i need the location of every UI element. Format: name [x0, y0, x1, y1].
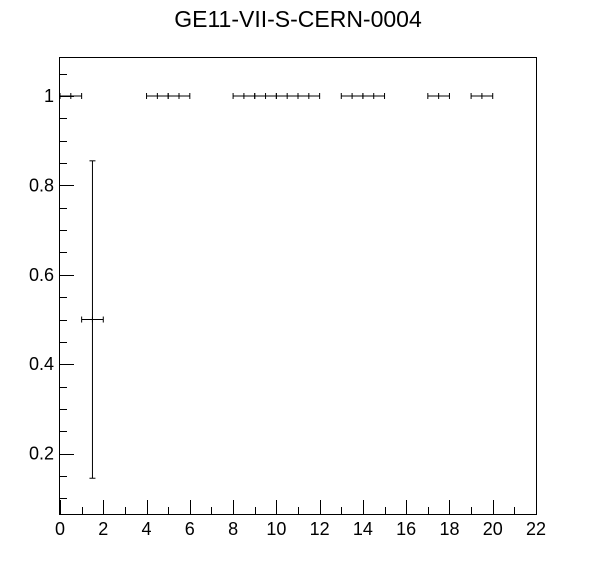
x-tick-label: 18 — [439, 519, 459, 539]
x-tick-label: 4 — [142, 519, 152, 539]
chart-title: GE11-VII-S-CERN-0004 — [174, 6, 422, 32]
data-point — [167, 93, 191, 99]
x-tick-label: 12 — [310, 519, 330, 539]
y-tick-label: 0.6 — [29, 265, 54, 285]
data-point — [470, 93, 494, 99]
data-point — [232, 93, 256, 99]
x-tick-label: 16 — [396, 519, 416, 539]
data-series — [59, 93, 494, 479]
x-tick-label: 20 — [483, 519, 503, 539]
y-tick-label: 1 — [44, 86, 54, 106]
data-point — [340, 93, 364, 99]
data-point — [362, 93, 386, 99]
x-axis: 0 2 4 6 8 10 12 14 16 18 20 22 — [55, 500, 546, 539]
plot-frame — [59, 57, 537, 515]
data-point — [59, 93, 83, 99]
x-tick-label: 6 — [185, 519, 195, 539]
data-point — [427, 93, 450, 99]
data-point — [275, 93, 299, 99]
data-point — [146, 93, 169, 99]
x-tick-label: 10 — [266, 519, 286, 539]
x-tick-label: 14 — [353, 519, 373, 539]
x-tick-label: 22 — [526, 519, 546, 539]
x-tick-label: 0 — [55, 519, 65, 539]
x-tick-label: 2 — [98, 519, 108, 539]
data-point — [81, 160, 104, 479]
y-tick-label: 0.4 — [29, 354, 54, 374]
y-tick-label: 0.2 — [29, 444, 54, 464]
data-point — [297, 93, 321, 99]
x-tick-label: 8 — [228, 519, 238, 539]
y-tick-label: 0.8 — [29, 175, 54, 195]
data-point — [254, 93, 277, 99]
y-axis: 0.2 0.4 0.6 0.8 1 — [29, 74, 74, 499]
